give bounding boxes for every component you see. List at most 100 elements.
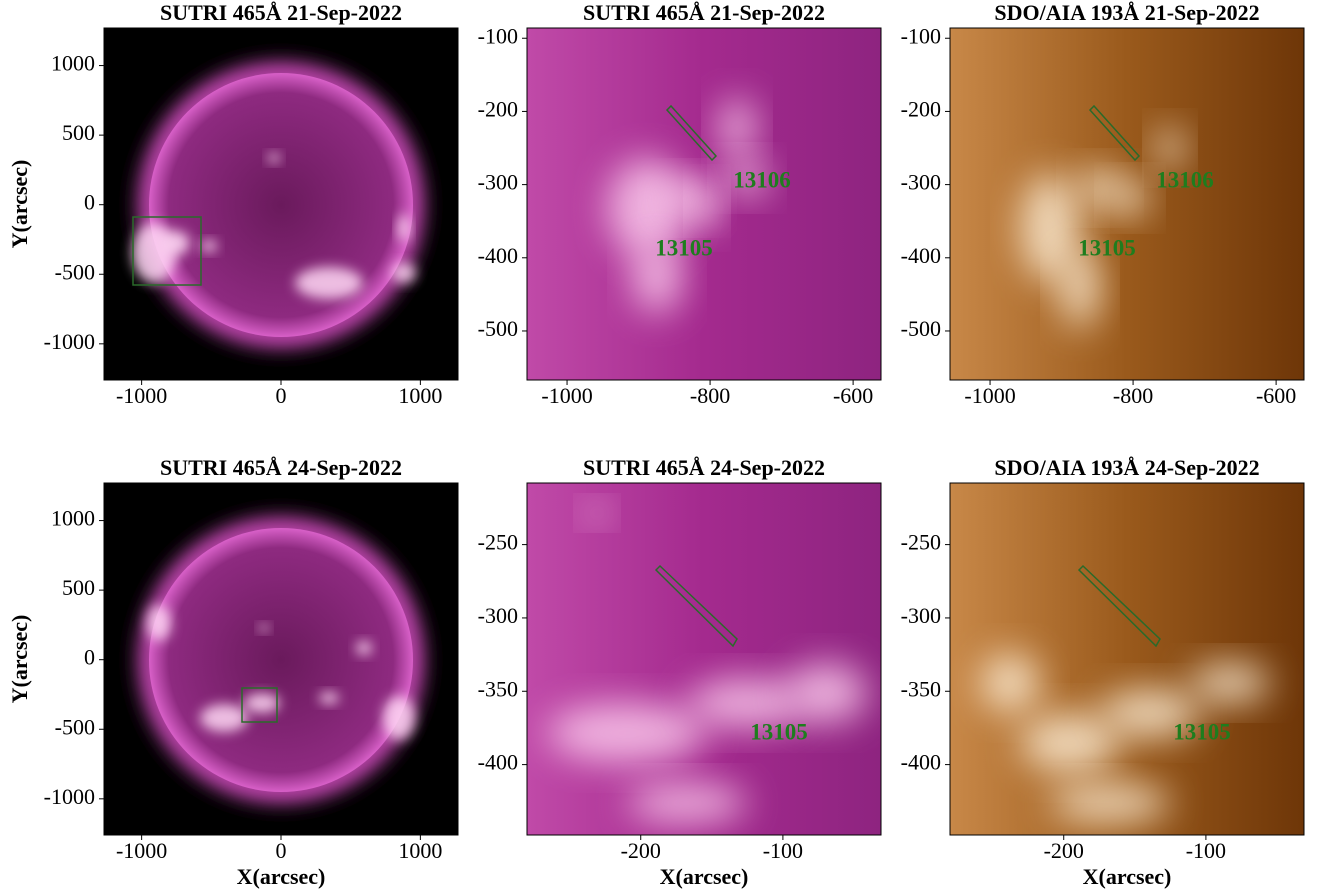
y-tick-label: -100 <box>901 23 941 48</box>
bright-region <box>627 783 747 823</box>
x-tick-label: -800 <box>1113 383 1153 408</box>
panel: 13106 13105 -1000 -800 -600 -500 -400 -300 -200 -… <box>901 0 1304 408</box>
solar-image <box>950 483 1304 835</box>
solar-image <box>527 28 881 380</box>
figure: -100001000-1000-50005001000SUTRI 465Å 21… <box>0 0 1324 895</box>
x-tick-label: -100 <box>1186 838 1226 863</box>
y-tick-label: -200 <box>478 96 518 121</box>
y-tick-label: 0 <box>84 190 95 215</box>
x-tick-label: 1000 <box>398 838 442 863</box>
panel-title: SDO/AIA 193Å 21-Sep-2022 <box>994 0 1259 25</box>
bright-region <box>1156 128 1184 168</box>
bright-region <box>1050 783 1170 823</box>
panel-title: SUTRI 465Å 21-Sep-2022 <box>583 0 825 25</box>
bright-region <box>695 186 719 230</box>
bright-region <box>547 703 707 763</box>
y-axis-label: Y(arcsec) <box>7 615 32 704</box>
x-tick-label: 1000 <box>398 383 442 408</box>
bright-region <box>398 214 410 242</box>
x-tick-label: -200 <box>1044 838 1084 863</box>
x-tick-label: -600 <box>833 383 873 408</box>
bright-region <box>268 153 280 163</box>
x-tick-label: 0 <box>276 383 287 408</box>
y-tick-label: -300 <box>901 170 941 195</box>
bright-region <box>383 696 415 740</box>
y-tick-label: -200 <box>901 96 941 121</box>
x-axis-label: X(arcsec) <box>237 864 326 889</box>
solar-image <box>104 483 458 835</box>
sun-disk <box>149 528 413 792</box>
x-axis-label: X(arcsec) <box>660 864 749 889</box>
solar-image <box>527 483 881 835</box>
bright-region <box>392 263 416 283</box>
y-tick-label: 500 <box>62 120 95 145</box>
sun-disk <box>149 73 413 337</box>
background <box>527 483 881 835</box>
x-axis-label: X(arcsec) <box>1083 864 1172 889</box>
panel: -1000 0 1000 -1000 -500 0 500 1000 SUTRI 465Å 21… <box>7 0 458 408</box>
region-label: 13106 <box>1156 167 1214 192</box>
x-tick-label: -600 <box>1256 383 1296 408</box>
y-tick-label: -500 <box>55 259 95 284</box>
region-label: 13105 <box>1173 719 1231 744</box>
region-label: 13105 <box>655 235 713 260</box>
y-tick-label: -400 <box>901 750 941 775</box>
bright-region <box>980 653 1040 713</box>
y-tick-label: -1000 <box>44 784 95 809</box>
x-tick-label: 0 <box>276 838 287 863</box>
bright-region <box>200 704 248 732</box>
panel-title: SUTRI 465Å 24-Sep-2022 <box>583 455 825 480</box>
x-tick-label: -1000 <box>116 838 167 863</box>
y-tick-label: 1000 <box>51 506 95 531</box>
y-tick-label: -300 <box>478 170 518 195</box>
y-tick-label: -250 <box>901 530 941 555</box>
bright-region <box>356 641 372 655</box>
y-tick-label: -400 <box>901 243 941 268</box>
solar-image <box>950 28 1304 380</box>
bright-region <box>244 693 280 713</box>
panel-title: SUTRI 465Å 24-Sep-2022 <box>160 455 402 480</box>
x-tick-label: -800 <box>690 383 730 408</box>
solar-image <box>104 28 458 380</box>
panels: -100001000-1000-50005001000SUTRI 465Å 21… <box>7 0 1304 889</box>
y-tick-label: -500 <box>901 316 941 341</box>
bright-region <box>787 663 867 723</box>
panel: 13106 13105 -1000 -800 -600 -500 -400 -300 -200 -… <box>478 0 881 408</box>
bright-region <box>259 624 269 632</box>
y-tick-label: 1000 <box>51 51 95 76</box>
x-tick-label: -1000 <box>116 383 167 408</box>
bright-region <box>719 98 755 158</box>
y-axis-label: Y(arcsec) <box>7 160 32 249</box>
bright-region <box>1190 663 1270 703</box>
region-label: 13105 <box>1078 235 1136 260</box>
y-tick-label: -1000 <box>44 329 95 354</box>
y-tick-label: -350 <box>901 676 941 701</box>
y-tick-label: 0 <box>84 645 95 670</box>
region-label: 13106 <box>733 167 791 192</box>
bright-region <box>295 267 363 299</box>
y-tick-label: -400 <box>478 243 518 268</box>
y-tick-label: 500 <box>62 575 95 600</box>
bright-region <box>201 240 217 252</box>
y-tick-label: -250 <box>478 530 518 555</box>
bright-region <box>147 605 171 641</box>
panel: -1000 0 1000 -1000 -500 0 500 1000 SUTRI 465Å 24… <box>7 455 458 889</box>
y-tick-label: -100 <box>478 23 518 48</box>
x-tick-label: -200 <box>621 838 661 863</box>
y-tick-label: -300 <box>478 603 518 628</box>
panel-title: SUTRI 465Å 21-Sep-2022 <box>160 0 402 25</box>
x-tick-label: -1000 <box>541 383 592 408</box>
x-tick-label: -1000 <box>964 383 1015 408</box>
region-label: 13105 <box>750 719 808 744</box>
y-tick-label: -500 <box>478 316 518 341</box>
x-tick-label: -100 <box>763 838 803 863</box>
bright-region <box>1112 180 1148 216</box>
panel-title: SDO/AIA 193Å 24-Sep-2022 <box>994 455 1259 480</box>
panel: 13105 -200 -100 -400 -350 -300 -250 SUTRI 465Å … <box>478 455 881 889</box>
y-tick-label: -350 <box>478 676 518 701</box>
y-tick-label: -400 <box>478 750 518 775</box>
bright-region <box>319 692 339 704</box>
bright-region <box>162 231 190 255</box>
y-tick-label: -500 <box>55 714 95 739</box>
